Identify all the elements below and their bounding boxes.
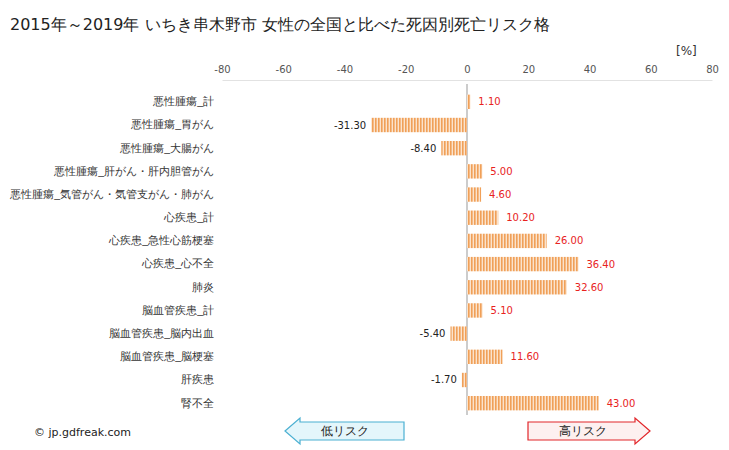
data-label: 11.60 <box>511 351 540 362</box>
tick-label: 悪性腫瘍_計 <box>152 95 214 107</box>
bar <box>371 118 467 132</box>
tick-label: 脳血管疾患_脳梗塞 <box>120 350 214 362</box>
tick: -40 <box>337 64 353 80</box>
data-label: 26.00 <box>555 235 584 246</box>
tick-label: 脳血管疾患_脳内出血 <box>109 327 214 339</box>
zero-line <box>467 84 468 415</box>
axis-title: [%] <box>676 44 697 58</box>
data-label: 1.10 <box>478 96 500 107</box>
y-axis: 悪性腫瘍_計悪性腫瘍_胃がん悪性腫瘍_大腸がん悪性腫瘍_肝がん・肝内胆管がん悪性… <box>9 91 222 416</box>
x-axis: -80 -60 -40 -20 0 20 40 60 80 <box>214 64 719 81</box>
tick-label: 肺炎 <box>192 281 214 293</box>
axis-line <box>222 91 223 416</box>
tick-label: 悪性腫瘍_胃がん <box>130 118 214 130</box>
bar <box>467 350 503 364</box>
tick-label: 腎不全 <box>181 397 214 409</box>
high-risk-arrow <box>528 418 650 444</box>
tick: 80 <box>706 64 719 80</box>
bar <box>450 326 467 340</box>
tick-label: -60 <box>276 64 292 75</box>
tick-label: 心疾患_急性心筋梗塞 <box>108 234 214 246</box>
chart: 2015年～2019年 いちき串木野市 女性の全国と比べた死因別死亡リスク格 [%… <box>0 0 729 450</box>
tick-label: 60 <box>645 64 658 75</box>
bars <box>371 95 599 411</box>
tick-label: 0 <box>464 64 470 75</box>
tick: 心疾患_急性心筋梗塞 <box>108 234 222 246</box>
bar <box>467 234 547 248</box>
data-label: -8.40 <box>410 143 436 154</box>
tick: 0 <box>464 64 470 80</box>
tick: 肝疾患 <box>181 373 222 385</box>
tick-label: 脳血管疾患_計 <box>142 304 214 316</box>
tick-label: 悪性腫瘍_肝がん・肝内胆管がん <box>53 165 214 177</box>
bar <box>467 280 567 294</box>
tick: 脳血管疾患_脳梗塞 <box>120 350 222 362</box>
tick-label: -40 <box>337 64 353 75</box>
tick: 20 <box>522 64 535 80</box>
data-label: -5.40 <box>420 328 446 339</box>
bar <box>467 95 470 109</box>
annotation: 高リスク <box>559 424 607 438</box>
data-label: 5.10 <box>491 305 513 316</box>
data-label: 10.20 <box>506 212 535 223</box>
tick: -20 <box>398 64 414 80</box>
title: 2015年～2019年 いちき串木野市 女性の全国と比べた死因別死亡リスク格 <box>10 15 550 34</box>
bar <box>467 303 483 317</box>
tick: 脳血管疾患_計 <box>142 304 222 316</box>
tick: 40 <box>584 64 597 80</box>
bar <box>467 211 498 225</box>
credit: © jp.gdfreak.com <box>34 426 131 439</box>
tick-label: 悪性腫瘍_大腸がん <box>119 142 214 154</box>
bar <box>467 187 481 201</box>
tick-label: -80 <box>214 64 230 75</box>
tick: -60 <box>276 64 292 80</box>
bar <box>467 257 578 271</box>
tick-label: -20 <box>398 64 414 75</box>
data-label: 32.60 <box>575 282 604 293</box>
tick: 脳血管疾患_脳内出血 <box>109 327 222 339</box>
tick: 心疾患_心不全 <box>141 257 222 269</box>
tick: 悪性腫瘍_肝がん・肝内胆管がん <box>53 165 222 177</box>
data-label: -31.30 <box>334 120 366 131</box>
bar <box>467 164 482 178</box>
tick-label: 20 <box>522 64 535 75</box>
data-label: 43.00 <box>607 398 636 409</box>
tick-label: 心疾患_計 <box>163 211 214 223</box>
bar <box>467 396 599 410</box>
data-label: -1.70 <box>431 374 457 385</box>
tick: 悪性腫瘍_胃がん <box>130 118 222 130</box>
tick: -80 <box>214 64 230 80</box>
tick-label: 悪性腫瘍_気管がん・気管支がん・肺がん <box>9 188 214 200</box>
tick-label: 肝疾患 <box>181 373 214 385</box>
tick: 悪性腫瘍_気管がん・気管支がん・肺がん <box>9 188 222 200</box>
tick-label: 40 <box>584 64 597 75</box>
data-label: 36.40 <box>586 259 615 270</box>
data-label: 5.00 <box>490 166 512 177</box>
axis-line <box>223 80 713 81</box>
data-label: 4.60 <box>489 189 511 200</box>
bar <box>462 373 467 387</box>
tick-label: 心疾患_心不全 <box>141 257 214 269</box>
data-labels: 1.10 -31.30 -8.40 5.00 4.60 10.20 26.00 36.40 32… <box>334 96 635 408</box>
tick: 肺炎 <box>192 281 222 293</box>
bar <box>441 141 467 155</box>
tick: 腎不全 <box>181 397 222 409</box>
tick: 60 <box>645 64 658 80</box>
tick: 心疾患_計 <box>163 211 222 223</box>
low-risk-arrow <box>285 418 404 444</box>
tick: 悪性腫瘍_計 <box>152 95 222 107</box>
tick: 悪性腫瘍_大腸がん <box>119 142 222 154</box>
annotation: 低リスク <box>321 424 369 438</box>
tick-label: 80 <box>706 64 719 75</box>
